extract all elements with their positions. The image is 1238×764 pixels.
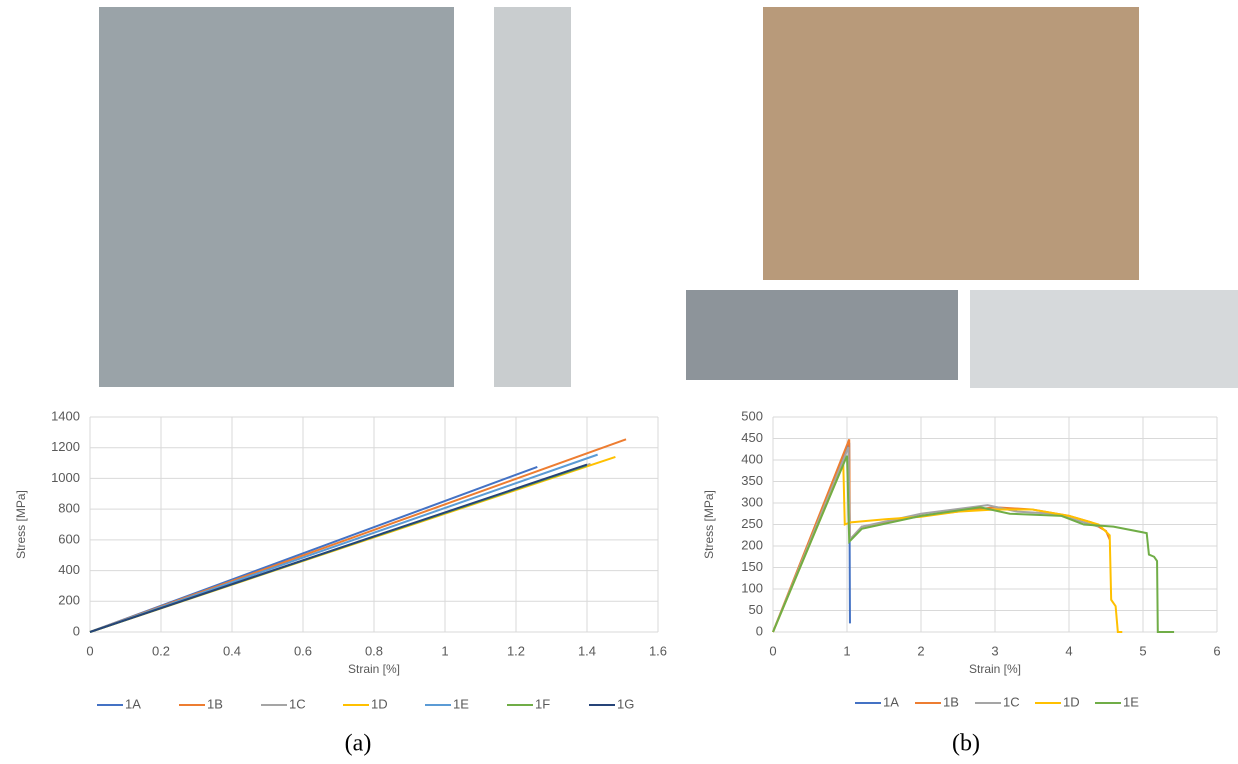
y-tick-label: 100: [741, 580, 763, 595]
x-tick-label: 0: [86, 643, 93, 658]
data-line: [773, 464, 1122, 632]
panel-label: (a): [345, 731, 372, 757]
x-tick-label: 1: [441, 643, 448, 658]
y-tick-label: 300: [741, 494, 763, 509]
legend-label: 1C: [1003, 694, 1020, 709]
x-tick-label: 3: [991, 643, 998, 658]
photo-specimen-1a: [686, 290, 958, 380]
legend-label: 1E: [1123, 694, 1139, 709]
legend-label: 1A: [883, 694, 899, 709]
photo-bending-setup: [763, 7, 1139, 280]
x-tick-label: 0.2: [152, 643, 170, 658]
x-tick-label: 2: [917, 643, 924, 658]
x-tick-label: 0: [769, 643, 776, 658]
y-tick-label: 800: [58, 501, 80, 516]
legend-label: 1D: [371, 696, 388, 711]
y-tick-label: 500: [741, 408, 763, 423]
x-axis-title: Strain [%]: [969, 662, 1021, 676]
y-tick-label: 350: [741, 473, 763, 488]
x-tick-label: 5: [1139, 643, 1146, 658]
x-tick-label: 0.4: [223, 643, 241, 658]
y-tick-label: 400: [58, 562, 80, 577]
legend-label: 1D: [1063, 694, 1080, 709]
y-axis-title: Stress [MPa]: [702, 490, 716, 559]
data-line: [90, 465, 587, 632]
legend-label: 1B: [207, 696, 223, 711]
panel-label: (b): [952, 731, 980, 757]
legend-label: 1G: [617, 696, 634, 711]
y-tick-label: 250: [741, 516, 763, 531]
y-tick-label: 50: [749, 602, 763, 617]
photo-specimen-1e: [970, 290, 1238, 388]
y-tick-label: 0: [73, 623, 80, 638]
x-tick-label: 0.8: [365, 643, 383, 658]
y-tick-label: 200: [741, 537, 763, 552]
y-tick-label: 400: [741, 451, 763, 466]
y-tick-label: 0: [756, 623, 763, 638]
y-tick-label: 600: [58, 531, 80, 546]
x-tick-label: 1: [843, 643, 850, 658]
legend-label: 1B: [943, 694, 959, 709]
photo-specimen: [494, 7, 571, 387]
y-tick-label: 200: [58, 593, 80, 608]
y-tick-label: 1000: [51, 470, 80, 485]
legend-label: 1E: [453, 696, 469, 711]
legend-label: 1C: [289, 696, 306, 711]
figure: (a) (b) 020040060080010001200140000.20.4…: [0, 0, 1238, 759]
y-tick-label: 1200: [51, 439, 80, 454]
x-tick-label: 0.6: [294, 643, 312, 658]
legend-label: 1F: [535, 696, 550, 711]
x-tick-label: 4: [1065, 643, 1072, 658]
x-tick-label: 6: [1213, 643, 1220, 658]
y-tick-label: 150: [741, 559, 763, 574]
y-tick-label: 1400: [51, 408, 80, 423]
y-tick-label: 450: [741, 430, 763, 445]
x-tick-label: 1.4: [578, 643, 596, 658]
x-tick-label: 1.6: [649, 643, 667, 658]
y-axis-title: Stress [MPa]: [14, 490, 28, 559]
x-tick-label: 1.2: [507, 643, 525, 658]
legend-label: 1A: [125, 696, 141, 711]
x-axis-title: Strain [%]: [348, 662, 400, 676]
data-line: [773, 447, 1099, 632]
data-line: [773, 439, 1110, 632]
photo-extensometer: [99, 7, 454, 387]
